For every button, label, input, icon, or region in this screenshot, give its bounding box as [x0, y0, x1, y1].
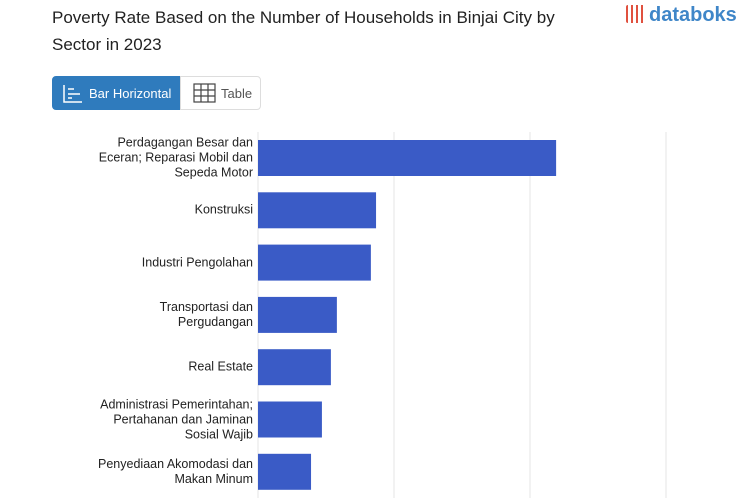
table-button[interactable]: Table [180, 76, 261, 110]
chart-title: Poverty Rate Based on the Number of Hous… [52, 8, 555, 54]
y-tick-label: Real Estate [188, 359, 253, 374]
logo-text: databoks [649, 4, 737, 26]
bar-button[interactable]: Bar Horizontal [52, 76, 180, 110]
logo[interactable]: databoks [626, 4, 737, 27]
bar [258, 192, 377, 229]
bar [258, 349, 331, 386]
y-tick-label: Perdagangan Besar dan Eceran; Reparasi M… [98, 135, 253, 180]
bar [258, 296, 337, 333]
bar [258, 244, 371, 281]
bar [258, 401, 322, 438]
y-tick-label: Transportasi dan Pergudangan [159, 299, 253, 329]
y-tick-label: Industri Pengolahan [141, 255, 253, 270]
bar [258, 140, 557, 176]
y-tick-label: Konstruksi [194, 202, 253, 217]
bar-icon [63, 85, 82, 103]
table-icon [193, 83, 216, 103]
y-tick-label: Penyediaan Akomodasi dan Makan Minum [98, 456, 253, 486]
y-tick-label: Administrasi Pemerintahan; Pertahanan da… [100, 397, 253, 441]
bar [258, 453, 312, 490]
